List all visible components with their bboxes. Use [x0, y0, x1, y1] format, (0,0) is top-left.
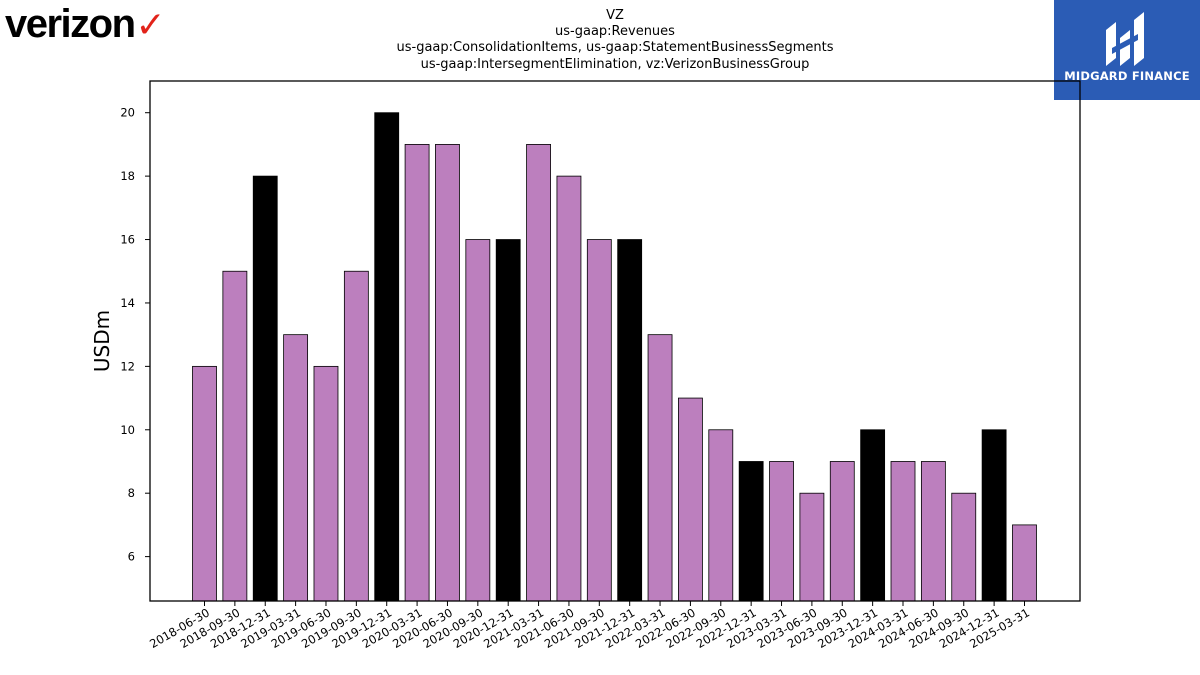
midgard-finance-logo: MIDGARD FINANCE	[1054, 0, 1200, 100]
y-tick-label: 12	[120, 359, 135, 373]
bar-2020-03-31	[404, 144, 430, 602]
bar-2022-03-31	[647, 334, 673, 602]
bar-2022-09-30	[708, 429, 734, 602]
bar-2023-06-30	[799, 492, 825, 602]
bar-2019-03-31	[283, 334, 309, 602]
bar-2020-12-31	[495, 239, 521, 602]
bars-group	[192, 112, 1037, 602]
bar-2024-09-30	[951, 492, 977, 602]
y-tick-label: 14	[120, 296, 135, 310]
bar-2022-12-31	[738, 461, 764, 602]
bar-2022-06-30	[678, 397, 703, 602]
bar-2023-09-30	[829, 461, 855, 602]
bar-2018-06-30	[192, 365, 217, 602]
bar-2021-03-31	[526, 144, 551, 602]
bar-2019-06-30	[313, 365, 339, 602]
bar-2024-06-30	[920, 461, 946, 602]
chart-title-line-1: VZ	[606, 8, 624, 23]
x-axis: 2018-06-302018-09-302018-12-312019-03-31…	[147, 601, 1032, 651]
y-axis: 6 8 10 12 14 16 18 20	[120, 106, 150, 564]
bar-2018-12-31	[252, 175, 278, 602]
chart-title-line-4: us-gaap:IntersegmentElimination, vz:Veri…	[420, 57, 810, 72]
bar-2021-06-30	[556, 175, 582, 602]
bar-2024-12-31	[981, 429, 1007, 602]
y-axis-label: USDm	[90, 310, 114, 372]
chart-title-line-2: us-gaap:Revenues	[555, 24, 675, 39]
bar-2020-09-30	[465, 239, 491, 602]
red-checkmark-icon: ✓	[135, 4, 166, 45]
bar-2020-06-30	[435, 144, 460, 602]
chart-title-line-3: us-gaap:ConsolidationItems, us-gaap:Stat…	[396, 40, 834, 55]
bar-2023-03-31	[769, 461, 794, 602]
bar-2021-09-30	[586, 239, 612, 602]
bar-2019-09-30	[343, 270, 369, 602]
verizon-logo-text: verizon	[5, 2, 136, 46]
y-tick-label: 18	[120, 169, 135, 183]
bar-2019-12-31	[374, 112, 400, 602]
y-tick-label: 8	[128, 486, 135, 500]
y-tick-label: 20	[120, 106, 135, 120]
bar-2025-03-31	[1012, 524, 1037, 602]
bar-2023-12-31	[860, 429, 886, 602]
y-tick-label: 6	[128, 550, 135, 564]
bar-2024-03-31	[890, 461, 916, 602]
verizon-logo: verizon✓	[5, 2, 166, 47]
plot-frame	[149, 80, 1081, 602]
bar-2018-09-30	[222, 270, 248, 602]
midgard-logo-text: MIDGARD FINANCE	[1064, 69, 1190, 83]
midgard-logo-icon	[1106, 12, 1144, 66]
y-tick-label: 10	[120, 423, 135, 437]
y-tick-label: 16	[120, 233, 135, 247]
bar-2021-12-31	[617, 239, 643, 602]
